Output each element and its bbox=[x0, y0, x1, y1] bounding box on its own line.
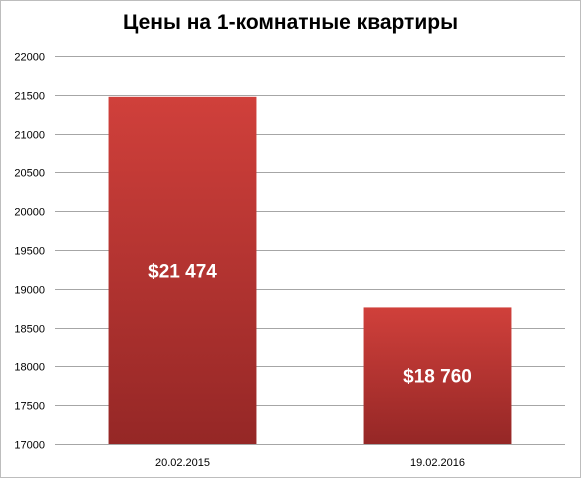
y-axis-ticks: 17000 17500 18000 18500 19000 19500 20000 20500… bbox=[14, 52, 45, 452]
y-tick-label: 21500 bbox=[14, 91, 45, 103]
data-label: $18 760 bbox=[403, 367, 472, 388]
x-category-label: 19.02.2016 bbox=[410, 457, 465, 469]
bar-1 bbox=[108, 96, 257, 444]
y-tick-label: 20000 bbox=[14, 207, 45, 219]
data-label: $21 474 bbox=[148, 261, 217, 282]
y-tick-label: 18000 bbox=[14, 362, 45, 374]
data-labels: $21 474 $18 760 bbox=[148, 261, 472, 387]
y-tick-label: 18500 bbox=[14, 324, 45, 336]
bar-2 bbox=[363, 307, 512, 444]
chart-title: Цены на 1-комнатные квартиры bbox=[122, 11, 459, 34]
x-category-label: 20.02.2015 bbox=[155, 457, 210, 469]
y-tick-label: 17000 bbox=[14, 440, 45, 452]
y-tick-label: 22000 bbox=[14, 52, 45, 64]
x-axis-labels: 20.02.2015 19.02.2016 bbox=[155, 457, 465, 469]
y-tick-label: 19500 bbox=[14, 246, 45, 258]
y-tick-label: 21000 bbox=[14, 130, 45, 142]
y-tick-label: 20500 bbox=[14, 168, 45, 180]
y-tick-label: 19000 bbox=[14, 285, 45, 297]
bars bbox=[108, 96, 512, 444]
y-tick-label: 17500 bbox=[14, 401, 45, 413]
